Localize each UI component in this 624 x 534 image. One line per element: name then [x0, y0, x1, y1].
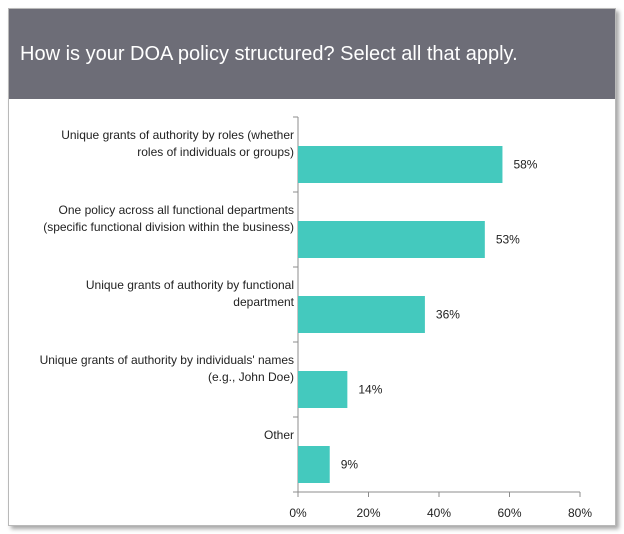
bar [298, 146, 503, 183]
bar [298, 371, 348, 408]
x-tick-label: 60% [497, 506, 521, 520]
category-label: Unique grants of authority by individual… [40, 353, 294, 367]
chart-header: How is your DOA policy structured? Selec… [9, 9, 615, 99]
bar-value-label: 58% [513, 158, 537, 172]
x-tick-label: 20% [356, 506, 380, 520]
bar-value-label: 36% [436, 308, 460, 322]
category-label: Unique grants of authority by roles (whe… [61, 128, 294, 142]
chart-title: How is your DOA policy structured? Selec… [20, 43, 518, 65]
bar-value-label: 14% [358, 383, 382, 397]
bar-chart: 58% Unique grants of authority by roles (… [40, 116, 592, 520]
category-label: One policy across all functional departm… [59, 203, 294, 217]
category-label: department [233, 295, 294, 309]
bar [298, 296, 425, 333]
category-label: (specific functional division within the… [43, 220, 294, 234]
category-label: Other [264, 428, 294, 442]
x-tick-label: 0% [289, 506, 307, 520]
x-tick-label: 80% [568, 506, 592, 520]
bar [298, 221, 485, 258]
x-tick-label: 40% [427, 506, 451, 520]
bar-value-label: 53% [496, 233, 520, 247]
bar [298, 446, 330, 483]
category-label: Unique grants of authority by functional [86, 278, 294, 292]
category-label: (e.g., John Doe) [208, 370, 294, 384]
category-label: roles of individuals or groups) [137, 145, 294, 159]
chart-panel: How is your DOA policy structured? Selec… [8, 8, 616, 526]
bar-value-label: 9% [341, 458, 359, 472]
